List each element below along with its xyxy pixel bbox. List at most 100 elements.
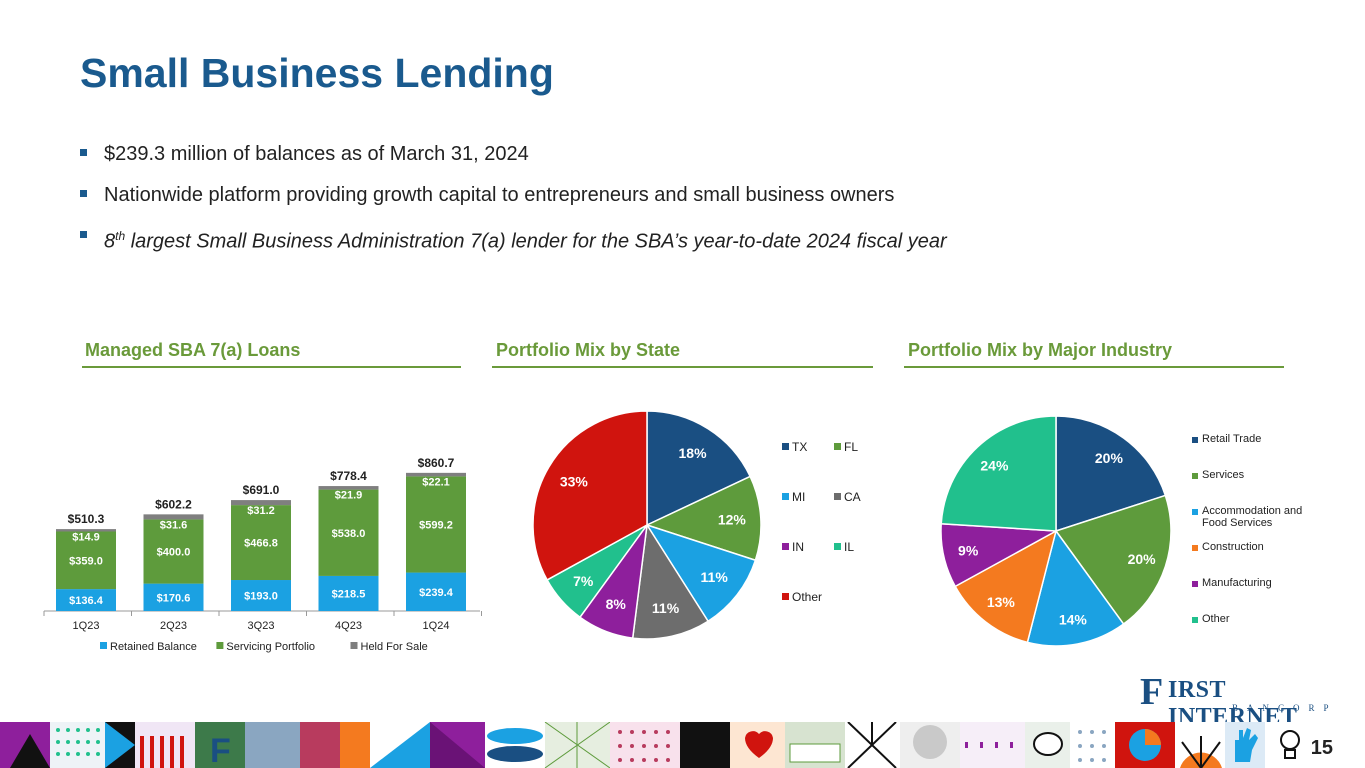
- pie-slice: [1055, 415, 1167, 533]
- bar-data-label: $193.0: [244, 591, 278, 603]
- pie-slice: [644, 475, 762, 562]
- pie-slice: [646, 410, 752, 527]
- bar-segment: [143, 583, 204, 611]
- industry-pie-chart: 20% 20% 14% 13% 9% 24%: [940, 415, 1172, 647]
- pie-data-label: 12%: [718, 512, 747, 528]
- legend-swatch: [1192, 617, 1198, 623]
- company-logo: F IRST INTERNET BANCORP: [1140, 672, 1350, 730]
- x-tick-label: 1Q23: [73, 620, 100, 632]
- legend-label: Manufacturing: [1202, 577, 1272, 589]
- logo-subtitle: BANCORP: [1232, 703, 1338, 713]
- bar-total-label: $510.3: [68, 512, 105, 526]
- bar-data-label: $136.4: [69, 595, 104, 607]
- bullet-rank: 8: [104, 230, 116, 253]
- pie-data-label: 11%: [701, 569, 729, 585]
- legend-label: TX: [792, 440, 808, 454]
- legend-item-mi: MI: [782, 490, 805, 504]
- legend-swatch: [782, 543, 789, 550]
- legend-swatch: [216, 642, 224, 649]
- bar-data-label: $538.0: [332, 528, 366, 540]
- legend-label: Services: [1202, 469, 1245, 481]
- bar-data-label: $21.9: [335, 490, 363, 502]
- bar-data-label: $31.2: [247, 505, 275, 517]
- bullet-square-icon: [80, 190, 87, 197]
- state-panel-title: Portfolio Mix by State: [496, 340, 681, 360]
- legend-item-accommodation: Accommodation and Food Services: [1192, 505, 1322, 529]
- bullet-text: $239.3 million of balances as of March 3…: [104, 143, 529, 165]
- bullet-square-icon: [80, 231, 87, 238]
- bullet-item: 8th largest Small Business Administratio…: [80, 216, 947, 263]
- bar-segment: [406, 472, 466, 477]
- legend-label: Other: [1202, 613, 1230, 625]
- pie-data-label: 20%: [1095, 450, 1124, 466]
- bullet-list: $239.3 million of balances as of March 3…: [80, 134, 947, 263]
- pie-slice: [1054, 494, 1172, 626]
- legend-item-ca: CA: [834, 490, 861, 504]
- bar-data-label: $22.1: [422, 476, 450, 488]
- x-tick-label: 1Q24: [423, 620, 450, 632]
- bar-data-label: $31.6: [160, 519, 188, 531]
- legend-label: Servicing Portfolio: [226, 641, 315, 653]
- x-tick-label: 2Q23: [160, 620, 187, 632]
- pie-slice: [954, 529, 1058, 644]
- legend-label: FL: [844, 440, 859, 454]
- bar-data-label: $14.9: [72, 531, 100, 543]
- bar-data-label: $218.5: [332, 588, 366, 600]
- legend-item-construction: Construction: [1192, 541, 1322, 553]
- state-legend: TX FL MI CA IN IL Other: [782, 440, 882, 610]
- bar-total-label: $778.4: [330, 469, 367, 483]
- pie-data-label: 20%: [1128, 551, 1157, 567]
- legend-item-tx: TX: [782, 440, 807, 454]
- bar-segment: [56, 589, 116, 611]
- bar-data-label: $599.2: [419, 519, 453, 531]
- legend-label: Retained Balance: [110, 641, 197, 653]
- loans-panel-title: Managed SBA 7(a) Loans: [85, 340, 301, 360]
- pie-data-label: 8%: [606, 596, 627, 612]
- svg-text:F: F: [210, 732, 231, 768]
- legend-label: Retail Trade: [1202, 433, 1262, 445]
- legend-swatch: [350, 642, 358, 649]
- legend-item-fl: FL: [834, 440, 858, 454]
- bar-data-label: $466.8: [244, 538, 278, 550]
- page-number: 15: [1310, 737, 1333, 759]
- bullet-item: $239.3 million of balances as of March 3…: [80, 134, 947, 175]
- pie-data-label: 33%: [560, 474, 589, 490]
- pie-slice: [631, 522, 710, 640]
- bar-segment: [318, 489, 379, 576]
- bullet-text: Nationwide platform providing growth cap…: [104, 184, 895, 206]
- bar-data-label: $170.6: [157, 592, 191, 604]
- industry-panel-title: Portfolio Mix by Major Industry: [908, 340, 1173, 360]
- pie-data-label: 7%: [573, 573, 594, 589]
- legend-item-il: IL: [834, 540, 854, 554]
- legend-item-services: Services: [1192, 469, 1322, 481]
- bar-segment: [56, 529, 116, 532]
- loans-panel-rule: [82, 366, 461, 368]
- bar-total-label: $860.7: [418, 456, 455, 470]
- legend-item-manufacturing: Manufacturing: [1192, 577, 1322, 589]
- pie-slice: [940, 415, 1057, 532]
- x-tick-label: 3Q23: [248, 620, 275, 632]
- legend-swatch: [782, 593, 789, 600]
- bar-segment: [143, 519, 204, 584]
- legend-label: Food Services: [1202, 517, 1273, 529]
- legend-label: Construction: [1202, 541, 1264, 553]
- legend-item-retail-trade: Retail Trade: [1192, 433, 1322, 445]
- legend-swatch: [1192, 473, 1198, 479]
- legend-label: Accommodation and: [1202, 505, 1303, 517]
- bar-segment: [231, 580, 291, 611]
- legend-swatch: [782, 443, 789, 450]
- bar-segment: [318, 486, 379, 490]
- bar-segment: [406, 476, 466, 573]
- legend-item-in: IN: [782, 540, 804, 554]
- pie-data-label: 24%: [980, 457, 1009, 473]
- legend-swatch: [1192, 437, 1198, 443]
- sba-loans-bar-chart: $136.4 $359.0 $14.9 $510.3 1Q23 $170.6 $400.0 $…: [43, 456, 482, 653]
- pie-data-label: 13%: [987, 594, 1016, 610]
- legend-swatch: [100, 642, 107, 649]
- bar-total-label: $691.0: [243, 483, 280, 497]
- bar-data-label: $239.4: [419, 587, 454, 599]
- legend-swatch: [834, 443, 841, 450]
- bar-segment: [318, 575, 379, 611]
- decorative-footer-strip: F: [0, 722, 1365, 768]
- bullet-square-icon: [80, 149, 87, 156]
